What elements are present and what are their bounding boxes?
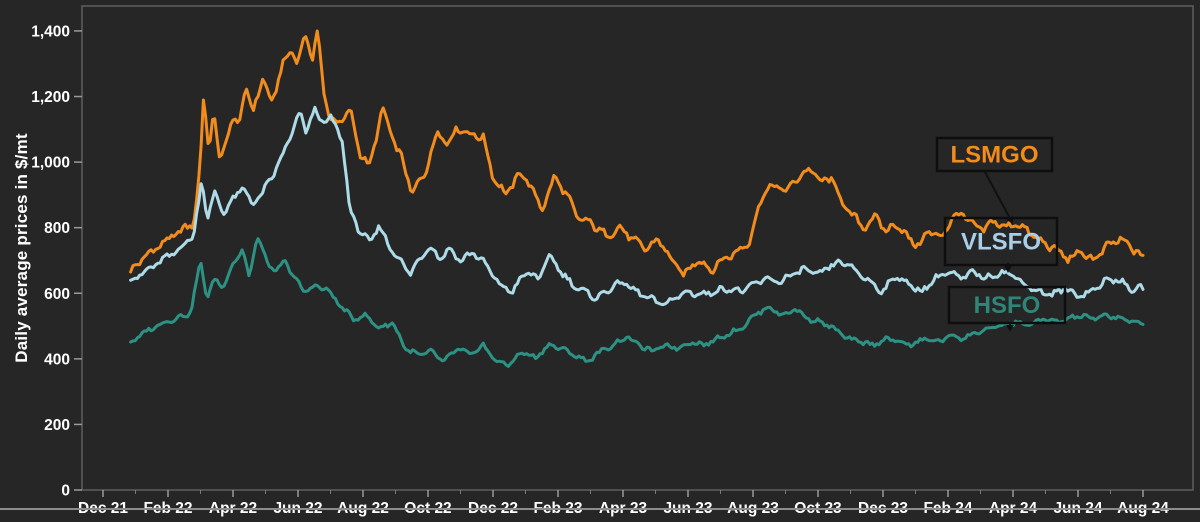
y-tick-label: 200 — [44, 417, 70, 434]
vlsfo-line — [129, 105, 1145, 307]
plot-border — [81, 5, 1194, 491]
y-tick-label: 600 — [44, 286, 70, 303]
vlsfo-series-label: VLSFO — [961, 229, 1041, 256]
y-tick-label: 1,200 — [31, 89, 70, 106]
vlsfo-arrowhead — [1004, 266, 1012, 273]
y-tick-label: 1,000 — [31, 155, 70, 172]
vlsfo-callout-box — [943, 216, 1059, 267]
lsmgo-callout-box — [935, 136, 1054, 173]
y-tick-label: 400 — [44, 351, 70, 368]
lsmgo-series-label: LSMGO — [951, 142, 1039, 169]
y-tick-label: 800 — [44, 220, 70, 237]
lsmgo-line — [129, 29, 1145, 278]
hsfo-callout-box — [947, 285, 1067, 325]
y-tick-label: 0 — [61, 483, 70, 500]
lsmgo-connector — [984, 171, 1011, 219]
y-tick-label: 1,400 — [31, 23, 70, 40]
y-axis-title: Daily average prices in $/mt — [12, 133, 31, 363]
hsfo-arrowhead — [1006, 325, 1014, 332]
hsfo-line — [129, 237, 1145, 368]
hsfo-series-label: HSFO — [974, 292, 1041, 319]
